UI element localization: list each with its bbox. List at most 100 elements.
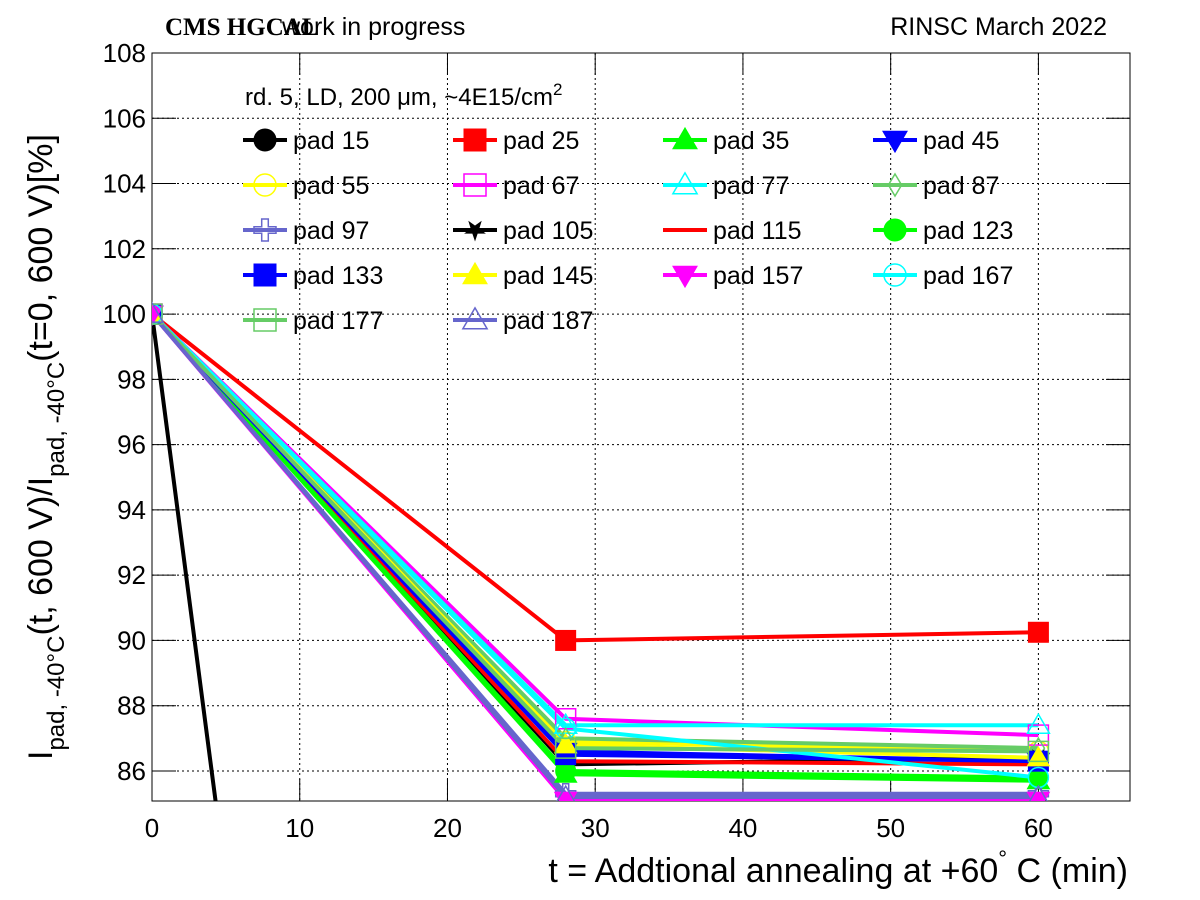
legend-item: pad 167 [873, 262, 1013, 290]
x-axis-label: t = Addtional annealing at +60° C (min) [548, 846, 1128, 890]
y-axis-label: Ipad, -40°C(t, 600 V)/Ipad, -40°C(t=0, 6… [22, 134, 70, 760]
legend-item: pad 67 [453, 172, 579, 200]
marker [883, 263, 907, 287]
y-tick-label: 94 [117, 495, 146, 525]
legend-label: pad 177 [293, 307, 383, 335]
y-tick-label: 102 [103, 234, 146, 264]
y-tick-label: 96 [117, 430, 146, 460]
legend-item: pad 25 [453, 127, 579, 155]
legend-label: pad 157 [713, 262, 803, 290]
x-label-sup: ° [998, 846, 1007, 871]
marker [882, 130, 908, 154]
legend-label: pad 133 [293, 262, 383, 290]
legend-label: pad 105 [503, 217, 593, 245]
legend-item: pad 177 [243, 307, 383, 335]
legend-item: pad 133 [243, 262, 383, 290]
y-tick-label: 86 [117, 756, 146, 786]
legend-item: pad 15 [243, 127, 369, 155]
marker [253, 173, 277, 197]
y-tick-label: 92 [117, 560, 146, 590]
marker [463, 128, 487, 152]
legend-item: pad 123 [873, 217, 1013, 245]
legend-item: pad 45 [873, 127, 999, 155]
legend-label: pad 35 [713, 127, 789, 155]
x-tick-label: 20 [433, 813, 462, 843]
x-label-part: C (min) [1007, 852, 1128, 890]
x-tick-label: 60 [1024, 813, 1053, 843]
legend-label: pad 167 [923, 262, 1013, 290]
marker [152, 301, 165, 323]
marker [554, 737, 577, 759]
legend-label: pad 145 [503, 262, 593, 290]
marker [461, 306, 489, 330]
marker [671, 171, 699, 195]
legend-item: pad 55 [243, 172, 369, 200]
y-label-sub: pad, -40°C [43, 362, 70, 477]
marker [1027, 740, 1050, 763]
marker [555, 629, 577, 651]
legend-label: pad 87 [923, 172, 999, 200]
legend-label: pad 123 [923, 217, 1013, 245]
legend-label: pad 55 [293, 172, 369, 200]
legend-title-sup: 2 [553, 80, 562, 99]
legend-label: pad 45 [923, 127, 999, 155]
marker [887, 172, 903, 198]
legend-title: rd. 5, LD, 200 μm, ~4E15/cm2 [245, 80, 562, 111]
legend-label: pad 187 [503, 307, 593, 335]
legend-item: pad 77 [663, 171, 789, 200]
legend-label: pad 97 [293, 217, 369, 245]
legend-label: pad 67 [503, 172, 579, 200]
y-tick-label: 106 [103, 103, 146, 133]
legend-item: pad 105 [453, 217, 593, 245]
y-label-part: I [22, 751, 60, 760]
legend-label: pad 15 [293, 127, 369, 155]
y-tick-label: 90 [117, 625, 146, 655]
marker [1028, 784, 1048, 801]
y-label-part: (t=0, 600 V)[%] [22, 134, 60, 362]
x-tick-label: 10 [285, 813, 314, 843]
title: CMS HGCAL [165, 14, 318, 41]
marker [253, 128, 277, 152]
marker [672, 126, 698, 150]
legend-item: pad 115 [663, 217, 802, 245]
marker [463, 173, 487, 197]
legend-item: pad 35 [663, 126, 789, 155]
x-label-part: t = Addtional annealing at +60 [548, 852, 998, 890]
y-label-sub: pad, -40°C [43, 636, 70, 751]
marker [152, 303, 163, 325]
legend-item: pad 187 [453, 306, 593, 335]
marker [253, 218, 277, 242]
marker [883, 218, 907, 242]
y-label-part: (t, 600 V)/I [22, 477, 60, 636]
marker [1026, 712, 1051, 735]
legend-title-text: rd. 5, LD, 200 μm, ~4E15/cm [245, 84, 553, 111]
marker [553, 732, 578, 754]
x-tick-label: 30 [581, 813, 610, 843]
marker [672, 265, 698, 289]
marker [152, 305, 164, 327]
marker [253, 308, 277, 332]
x-tick-label: 50 [876, 813, 905, 843]
legend-item: pad 87 [873, 172, 999, 200]
y-tick-label: 98 [117, 364, 146, 394]
marker [1027, 724, 1050, 746]
marker [253, 263, 277, 287]
x-tick-label: 0 [145, 813, 159, 843]
legend-label: pad 25 [503, 127, 579, 155]
x-tick-label: 40 [728, 813, 757, 843]
legend-item: pad 97 [243, 217, 369, 245]
y-tick-label: 108 [103, 38, 146, 68]
annotation: RINSC March 2022 [890, 13, 1107, 41]
plot-area [152, 301, 1051, 801]
y-tick-label: 100 [103, 299, 146, 329]
legend-item: pad 157 [663, 262, 803, 290]
y-tick-label: 88 [117, 691, 146, 721]
legend-label: pad 115 [713, 217, 802, 245]
marker [1027, 621, 1049, 643]
subtitle: work in progress [281, 13, 465, 41]
y-tick-label: 104 [103, 169, 146, 199]
marker [556, 784, 576, 801]
marker [464, 220, 486, 242]
marker [462, 261, 488, 285]
